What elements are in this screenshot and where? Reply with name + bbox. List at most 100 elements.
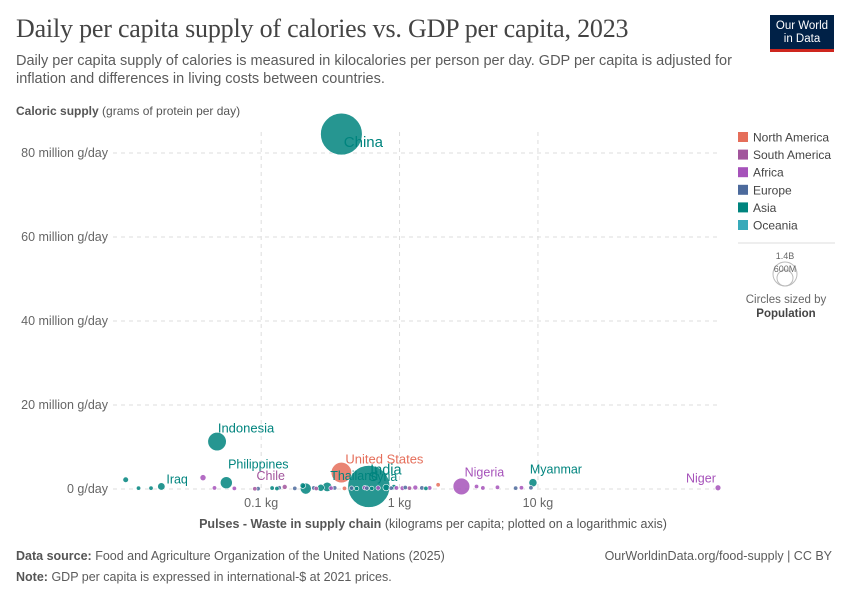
y-tick-label: 20 million g/day: [21, 398, 109, 412]
legend-item-label[interactable]: South America: [753, 148, 831, 162]
owid-logo[interactable]: Our World in Data: [770, 15, 834, 52]
point-label: Nigeria: [465, 465, 505, 479]
logo-line-1: Our World: [775, 20, 829, 32]
y-axis-label-bold: Caloric supply: [16, 104, 99, 118]
data-point[interactable]: [393, 485, 399, 491]
size-legend-label-small: 600M: [774, 264, 797, 274]
logo-line-2: in Data: [783, 32, 821, 45]
data-point[interactable]: [375, 485, 381, 491]
chart-subtitle: Daily per capita supply of calories is m…: [16, 53, 732, 87]
y-tick-label: 60 million g/day: [21, 230, 109, 244]
data-point[interactable]: [364, 485, 370, 491]
legend-swatch[interactable]: [738, 202, 748, 213]
data-point[interactable]: [211, 485, 217, 491]
data-point[interactable]: [231, 485, 237, 491]
data-point[interactable]: [341, 485, 347, 491]
legend: North America South America Africa Europe As…: [738, 131, 831, 233]
point-label: Niger: [686, 472, 716, 486]
data-point[interactable]: [207, 431, 227, 452]
legend-swatch[interactable]: [738, 132, 748, 142]
data-point[interactable]: [407, 485, 413, 491]
legend-item-label[interactable]: North America: [753, 131, 829, 145]
y-axis-label: Caloric supply (grams of protein per day…: [16, 104, 240, 118]
data-point[interactable]: [274, 485, 280, 491]
data-point[interactable]: [122, 476, 129, 483]
point-label: Syria: [369, 470, 398, 484]
y-axis-label-rest: (grams of protein per day): [102, 104, 240, 118]
data-source: Data source: Food and Agriculture Organi…: [16, 549, 445, 563]
data-point[interactable]: [474, 483, 480, 489]
size-legend: 1.4B 600M Circles sized by Population: [746, 251, 827, 320]
data-point[interactable]: [513, 485, 519, 491]
data-point[interactable]: [382, 483, 390, 492]
y-tick-label: 40 million g/day: [21, 314, 109, 328]
legend-item-label[interactable]: Africa: [753, 166, 784, 180]
x-axis-label-rest: (kilograms per capita; plotted on a loga…: [385, 517, 667, 531]
data-point[interactable]: [328, 485, 334, 491]
legend-swatch[interactable]: [738, 184, 748, 195]
points-layer: [122, 112, 722, 508]
data-point[interactable]: [412, 484, 419, 491]
x-axis-label-bold: Pulses - Waste in supply chain: [199, 517, 381, 531]
data-point[interactable]: [480, 485, 486, 491]
data-point[interactable]: [148, 485, 154, 491]
data-point[interactable]: [320, 112, 363, 156]
data-point[interactable]: [292, 485, 298, 491]
point-label: China: [344, 134, 384, 151]
data-point[interactable]: [388, 485, 394, 491]
point-label: India: [370, 462, 402, 478]
data-point[interactable]: [354, 485, 360, 491]
data-point[interactable]: [220, 476, 233, 490]
point-label: Chile: [256, 469, 285, 483]
data-point[interactable]: [419, 485, 425, 491]
data-point[interactable]: [199, 474, 207, 482]
data-point[interactable]: [423, 485, 429, 491]
data-point[interactable]: [369, 485, 375, 491]
note-text: GDP per capita is expressed in internati…: [51, 570, 392, 584]
data-point[interactable]: [402, 485, 408, 491]
data-point[interactable]: [494, 484, 500, 490]
data-point[interactable]: [252, 486, 258, 492]
data-source-text: Food and Agriculture Organization of the…: [95, 549, 445, 563]
data-point[interactable]: [330, 462, 352, 484]
size-legend-label-large: 1.4B: [776, 251, 795, 261]
note-label: Note:: [16, 570, 48, 584]
data-source-label: Data source:: [16, 549, 92, 563]
legend-item-label[interactable]: Europe: [753, 183, 792, 197]
data-point[interactable]: [269, 485, 275, 491]
data-point[interactable]: [528, 485, 534, 491]
size-legend-circle-small: [776, 269, 794, 287]
data-point[interactable]: [157, 482, 166, 491]
y-tick-label: 0 g/day: [67, 482, 109, 496]
x-tick-label: 10 kg: [523, 496, 554, 510]
x-tick-label: 1 kg: [388, 496, 412, 510]
legend-item-label[interactable]: Asia: [753, 201, 777, 215]
grid-layer: 0 g/day 20 million g/day 40 million g/day 6…: [21, 132, 718, 510]
point-label: United States: [345, 452, 424, 467]
data-point[interactable]: [452, 477, 471, 496]
data-point[interactable]: [313, 485, 319, 491]
chart-title: Daily per capita supply of calories vs. …: [16, 14, 629, 43]
point-label: Indonesia: [218, 421, 275, 436]
legend-swatch[interactable]: [738, 220, 748, 230]
data-point[interactable]: [299, 482, 306, 489]
point-label: Iraq: [166, 472, 188, 486]
legend-item-label[interactable]: Oceania: [753, 219, 798, 233]
point-label: Philippines: [228, 458, 288, 472]
data-point[interactable]: [281, 484, 288, 490]
legend-swatch[interactable]: [738, 167, 748, 178]
credit-link[interactable]: OurWorldinData.org/food-supply | CC BY: [604, 549, 832, 563]
data-point[interactable]: [349, 485, 355, 491]
data-point[interactable]: [714, 484, 722, 491]
data-point[interactable]: [518, 485, 524, 491]
data-point[interactable]: [435, 482, 441, 488]
x-tick-label: 0.1 kg: [244, 496, 278, 510]
size-legend-metric: Population: [756, 308, 815, 320]
legend-swatch[interactable]: [738, 149, 748, 160]
point-label: Thailand: [330, 469, 378, 483]
data-point[interactable]: [136, 485, 142, 491]
y-tick-label: 80 million g/day: [21, 146, 109, 160]
size-legend-title: Circles sized by: [746, 294, 827, 306]
scatter-chart: 0 g/day 20 million g/day 40 million g/day 6…: [16, 104, 835, 531]
